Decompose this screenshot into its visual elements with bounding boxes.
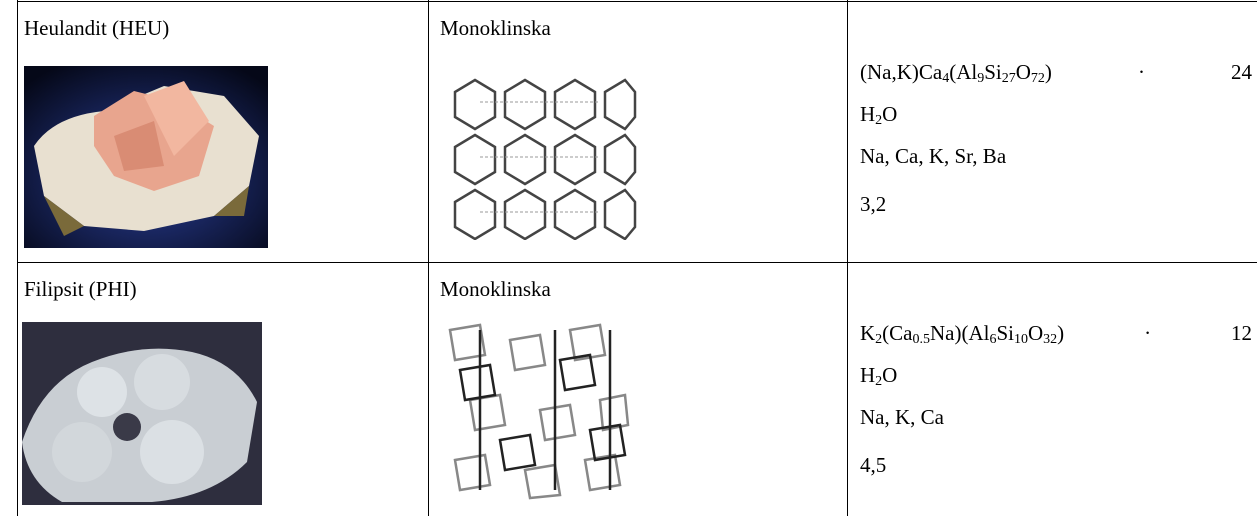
subscript: 72 [1030,71,1045,86]
border [17,0,18,516]
formula-text: H [860,102,876,126]
formula-text: H [860,363,876,387]
formula-group: 24 [1231,60,1252,84]
subscript: 2 [875,374,883,389]
mineral-name: Filipsit (PHI) [24,277,137,301]
mineral-name: Heulandit (HEU) [24,16,170,40]
border [17,1,1257,2]
formula-text: · [1137,60,1145,84]
subscript: 27 [1001,71,1016,86]
cations: Na, Ca, K, Sr, Ba [860,144,1007,168]
formula-line: H2O [860,102,1252,128]
crystal-system: Monoklinska [440,16,551,40]
subscript: 6 [989,332,997,347]
structure-image [453,78,637,240]
mineral-photo [24,66,268,248]
formula-text: K [860,321,876,345]
formula-text: ) [1044,60,1052,84]
formula-text: Na)(Al [930,321,990,345]
subscript: 10 [1014,332,1028,347]
formula-text: (Na,K)Ca [860,60,943,84]
cations: Na, K, Ca [860,405,944,429]
formula-group: (Na,K)Ca4(Al9Si27O72) [860,60,1052,86]
crystal-system: Monoklinska [440,277,551,301]
border [17,262,1257,263]
formula-text: 12 [1230,321,1252,345]
subscript: 32 [1043,332,1058,347]
structure-image [448,323,630,500]
formula-group: H2O [860,363,898,389]
formula-text: Si [996,321,1014,345]
border [847,0,848,516]
formula-line: (Na,K)Ca4(Al9Si27O72) · 24 [860,60,1252,86]
subscript: 0.5 [912,332,931,347]
value: 4,5 [860,453,887,477]
formula-text: 24 [1231,60,1252,84]
formula-group: H2O [860,102,898,128]
formula-group: 12 [1231,321,1252,345]
subscript: 4 [942,71,950,86]
formula-text: O [882,102,898,126]
formula-text: O [882,363,898,387]
value: 3,2 [860,192,887,216]
mineral-photo [22,322,262,505]
formula-text: ) [1057,321,1065,345]
subscript: 9 [977,71,985,86]
formula-line: H2O [860,363,1252,389]
formula-text: O [1015,60,1031,84]
formula-group: · [1144,321,1151,345]
formula-line: K2(Ca0.5Na)(Al6Si10O32) · 12 [860,321,1252,347]
subscript: 2 [875,332,883,347]
border [428,0,429,516]
formula-text: (Ca [882,321,913,345]
formula-text: (Al [949,60,978,84]
formula-text: Si [984,60,1002,84]
subscript: 2 [875,113,883,128]
formula-text: O [1028,321,1044,345]
formula-text: · [1144,321,1152,345]
formula-group: K2(Ca0.5Na)(Al6Si10O32) [860,321,1065,347]
formula-group: · [1138,60,1145,84]
